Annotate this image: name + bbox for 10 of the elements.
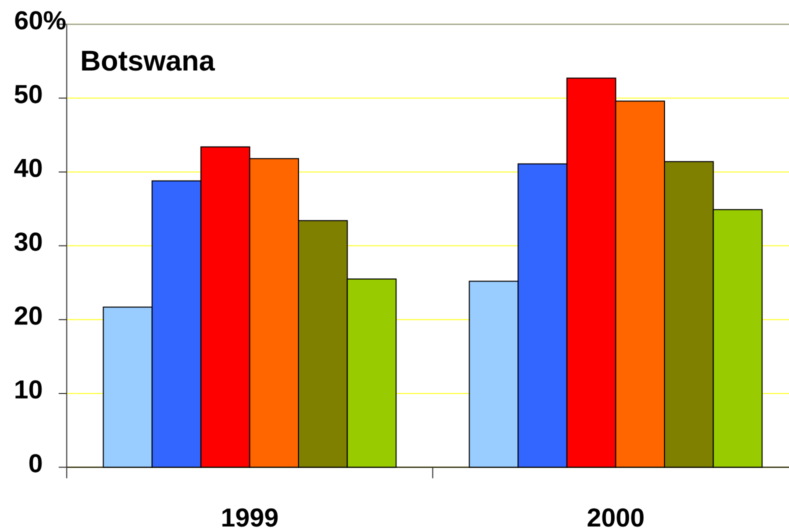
y-tick-label: 20 — [14, 306, 42, 325]
x-tick-label: 2000 — [588, 508, 644, 527]
y-tick-label: 50 — [14, 84, 42, 104]
y-tick-label: 30 — [14, 232, 42, 252]
y-tick-label: 40 — [14, 158, 42, 178]
y-tick-label: 60% — [15, 11, 66, 30]
y-tick-label: 0 — [29, 454, 42, 472]
y-tick-label: 10 — [16, 380, 42, 399]
x-tick-label: 1999 — [222, 508, 278, 527]
text: Botswana — [82, 50, 215, 71]
